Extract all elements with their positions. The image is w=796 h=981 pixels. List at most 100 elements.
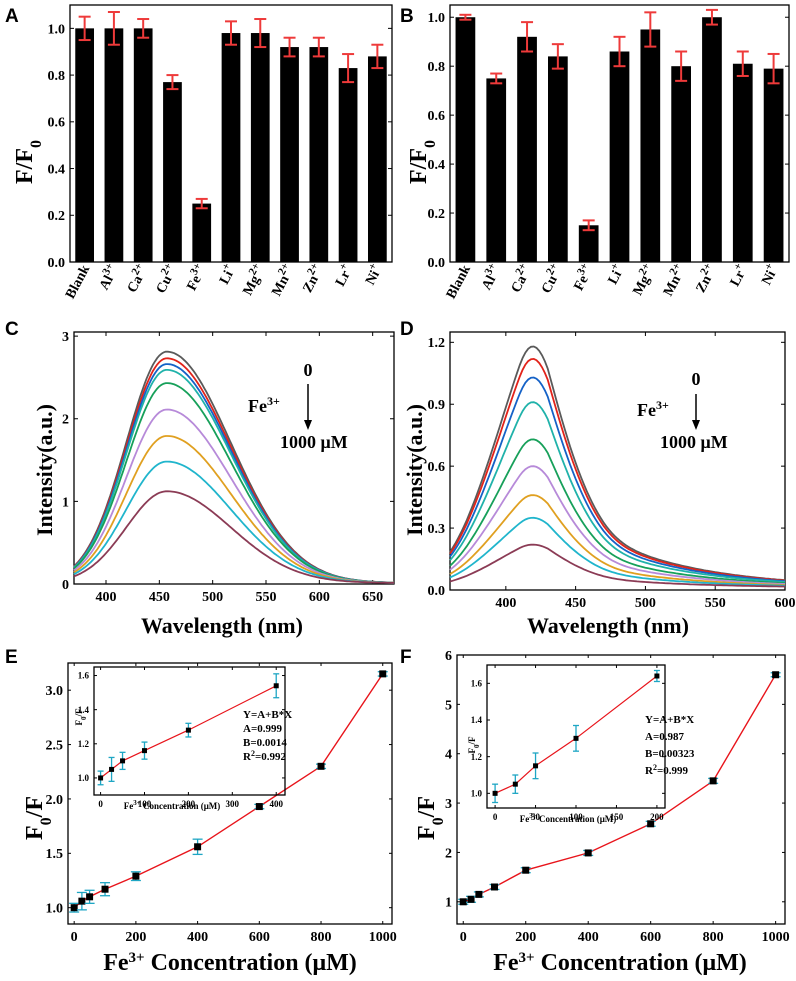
chart-e-xtick-label: 400: [187, 930, 208, 945]
chart-b-category-label: Blank: [444, 263, 474, 302]
chart-f-ylabel: F0/F: [414, 796, 447, 840]
chart-b-ylabel: F/F0: [406, 140, 439, 184]
chart-c-xlabel: Wavelength (nm): [141, 613, 303, 638]
chart-f-data-point: [459, 898, 467, 906]
chart-b-bar: [455, 17, 476, 262]
chart-c-xtick-label: 450: [149, 590, 170, 605]
chart-e-fit-a: A=0.999: [243, 723, 282, 735]
chart-e-inset-xtick-label: 200: [182, 799, 196, 809]
chart-a-ytick-label: 0.4: [48, 162, 66, 177]
chart-a-category-label: Cu2+: [150, 261, 181, 296]
chart-d-xtick-label: 450: [565, 596, 586, 611]
chart-e-data-point: [255, 803, 263, 811]
chart-f-inset-data-point: [533, 763, 539, 769]
chart-f-inset-data-point: [512, 781, 518, 787]
chart-b-category-label: Mn2+: [658, 261, 690, 299]
chart-a-bar: [163, 82, 182, 262]
chart-e-data-point: [379, 670, 387, 678]
chart-c-xtick-label: 400: [96, 590, 117, 605]
chart-b-bar: [517, 36, 537, 262]
chart-a-category-label: Mn2+: [266, 261, 298, 299]
chart-e-ytick-label: 2.5: [46, 738, 64, 753]
chart-a-ytick-label: 0.6: [48, 116, 66, 131]
chart-a-ytick-label: 1.0: [48, 22, 66, 37]
chart-a-category-label: Ca2+: [121, 261, 151, 295]
chart-e-data-point: [86, 893, 94, 901]
chart-f-xtick-label: 800: [703, 930, 724, 945]
chart-f-series-line: [462, 674, 777, 903]
chart-d-annotation-bottom: 1000 μM: [660, 432, 728, 452]
chart-d-ytick-label: 0.3: [428, 522, 446, 537]
chart-f-ytick-label: 3: [445, 797, 452, 812]
chart-f-ytick-label: 6: [445, 649, 452, 664]
chart-a-bar: [133, 28, 153, 263]
chart-e-inset-data-point: [120, 758, 126, 764]
chart-b-bar: [763, 68, 784, 262]
chart-f-inset-xlabel: Fe3+ Concentration (μM): [520, 812, 617, 824]
chart-b-category-label: Zn2+: [690, 261, 720, 295]
chart-b-category-label: Fe3+: [568, 261, 597, 293]
chart-c-series-line: [73, 357, 395, 584]
chart-f-inset-xtick-label: 150: [610, 812, 624, 822]
chart-a-ytick-label: 0.2: [48, 209, 66, 224]
chart-a-ytick-label: 0.0: [48, 256, 66, 271]
chart-e-inset-data-point: [185, 727, 191, 733]
chart-e-inset-xtick-label: 400: [269, 799, 283, 809]
chart-e-plot-frame: [67, 662, 393, 925]
chart-f-inset-xtick-label: 100: [569, 812, 583, 822]
chart-e-data-point: [70, 904, 78, 912]
chart-f-fit-b: B=0.00323: [645, 748, 695, 760]
chart-f-inset-ytick-label: 1.4: [471, 715, 483, 725]
chart-f-inset-data-point: [492, 790, 498, 796]
chart-e-fit-equation: Y=A+B*X: [243, 709, 292, 721]
chart-a-category-label: Lr+: [330, 261, 357, 289]
chart-f-data-point: [647, 820, 655, 828]
chart-d-ytick-label: 0.0: [428, 584, 446, 599]
chart-d-series-line: [449, 516, 786, 587]
chart-f-xtick-label: 1000: [762, 930, 790, 945]
panel-label-f: F: [400, 647, 412, 668]
chart-d-annotation-ion: Fe3+: [637, 398, 669, 420]
chart-d-ytick-label: 1.2: [428, 336, 446, 351]
chart-b-category-label: Ni+: [756, 261, 782, 288]
chart-d-xtick-label: 500: [635, 596, 656, 611]
chart-c-ytick-label: 0: [62, 578, 69, 593]
chart-b-ytick-label: 0.2: [428, 207, 446, 222]
chart-f-data-point: [772, 671, 780, 679]
chart-d-series-line: [449, 465, 786, 585]
chart-a-bar: [75, 28, 95, 263]
chart-d-series-line: [449, 543, 785, 588]
chart-f-xtick-label: 200: [515, 930, 536, 945]
chart-a-bar: [367, 56, 387, 263]
chart-b-bar: [486, 78, 507, 262]
chart-d-series-line: [449, 494, 786, 586]
chart-b-category-label: Mg2+: [627, 261, 659, 298]
chart-f-fit-r2: R2=0.999: [645, 763, 688, 778]
chart-f-data-point: [467, 895, 475, 903]
chart-c-xtick-label: 650: [362, 590, 383, 605]
chart-a-bar: [250, 33, 270, 262]
chart-f-data-point: [475, 890, 483, 898]
chart-e-xtick-label: 200: [125, 930, 146, 945]
chart-d-xtick-label: 550: [705, 596, 726, 611]
chart-b-ytick-label: 0.6: [428, 109, 446, 124]
chart-e-fit-b: B=0.0014: [243, 737, 287, 749]
chart-e-inset-ylabel: F0/F: [74, 708, 88, 726]
chart-d-ytick-label: 0.9: [428, 398, 446, 413]
chart-b-bar: [609, 51, 630, 262]
chart-a-bar: [104, 28, 124, 263]
chart-c-xtick-label: 550: [256, 590, 277, 605]
chart-b-category-label: Cu2+: [536, 261, 567, 296]
chart-f-inset-xtick-label: 200: [650, 812, 664, 822]
chart-c-xtick-label: 600: [309, 590, 330, 605]
panel-label-a: A: [5, 6, 19, 27]
chart-d-series-line: [449, 401, 786, 583]
chart-c-arrow-head: [304, 420, 312, 430]
chart-d-series-line: [449, 438, 786, 585]
chart-f-ytick-label: 4: [445, 748, 452, 763]
chart-b-category-label: Lr+: [724, 261, 751, 289]
chart-e-inset-ytick-label: 1.0: [78, 773, 90, 783]
panel-label-b: B: [400, 6, 414, 27]
chart-e-inset-ytick-label: 1.4: [78, 705, 90, 715]
chart-e-ylabel: F0/F: [22, 796, 55, 840]
